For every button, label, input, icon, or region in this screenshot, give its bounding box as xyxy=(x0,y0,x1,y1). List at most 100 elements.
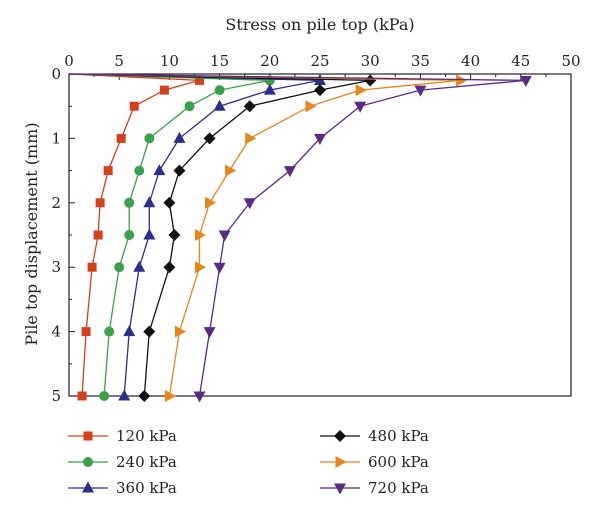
x-tick-label: 25 xyxy=(310,52,329,70)
data-point xyxy=(174,325,186,338)
data-point xyxy=(195,75,205,85)
data-point xyxy=(87,262,97,272)
data-point xyxy=(143,325,156,338)
x-axis: 0 5 10 15 20 25 30 35 40 45 50 xyxy=(64,52,581,80)
x-tick-label: 10 xyxy=(160,52,179,70)
data-point xyxy=(243,198,256,210)
y-axis: 0 1 2 3 4 5 xyxy=(51,65,75,405)
data-point xyxy=(173,164,186,177)
data-point xyxy=(414,85,427,97)
data-point xyxy=(143,228,156,240)
x-tick-label: 0 xyxy=(64,52,74,70)
legend-item: 360 kPa xyxy=(68,479,177,497)
data-point xyxy=(153,164,166,176)
data-point xyxy=(103,166,113,176)
data-point xyxy=(129,101,139,111)
legend-item: 120 kPa xyxy=(68,427,177,445)
x-tick-label: 40 xyxy=(461,52,480,70)
data-point xyxy=(456,74,468,87)
legend-marker xyxy=(82,481,94,493)
x-tick-label: 20 xyxy=(260,52,279,70)
data-point xyxy=(355,84,367,97)
series-600-kpa xyxy=(68,73,468,402)
x-tick-label: 15 xyxy=(210,52,229,70)
y-tick-label: 1 xyxy=(51,129,61,147)
data-point xyxy=(195,229,207,241)
data-point xyxy=(225,164,237,177)
data-point xyxy=(283,166,296,178)
legend-label: 720 kPa xyxy=(368,479,429,497)
legend-marker xyxy=(83,457,93,467)
legend-item: 480 kPa xyxy=(320,427,429,445)
legend-label: 600 kPa xyxy=(368,453,429,471)
legend: 120 kPa 240 kPa 360 kPa 480 kPa 600 kPa 720 k… xyxy=(68,427,429,497)
y-axis-title: Pile top displacement (mm) xyxy=(22,122,41,345)
data-point xyxy=(123,325,136,337)
data-point xyxy=(114,262,125,273)
data-point xyxy=(81,327,91,337)
legend-marker xyxy=(335,456,347,468)
data-point xyxy=(104,326,115,337)
series-480-kpa xyxy=(68,73,377,402)
data-point xyxy=(243,100,256,113)
data-point xyxy=(144,133,155,144)
data-point xyxy=(205,196,217,209)
data-point xyxy=(159,85,169,95)
data-point xyxy=(203,327,216,339)
legend-label: 480 kPa xyxy=(368,427,429,445)
y-tick-label: 4 xyxy=(51,323,61,341)
data-point xyxy=(124,230,135,240)
data-point xyxy=(364,74,377,87)
y-tick-label: 0 xyxy=(51,65,61,83)
data-point xyxy=(193,391,206,403)
x-tick-label: 5 xyxy=(114,52,124,70)
legend-label: 120 kPa xyxy=(116,427,177,445)
series-120-kpa xyxy=(68,73,205,401)
legend-item: 240 kPa xyxy=(68,453,177,471)
series-360-kpa xyxy=(68,73,326,401)
legend-marker xyxy=(83,431,93,441)
x-axis-title: Stress on pile top (kPa) xyxy=(225,15,414,34)
data-point xyxy=(118,389,131,401)
x-tick-label: 45 xyxy=(511,52,530,70)
data-point xyxy=(77,391,87,401)
y-tick-label: 2 xyxy=(51,194,61,212)
data-point xyxy=(163,261,176,274)
data-point xyxy=(184,101,195,112)
data-point xyxy=(263,83,276,95)
data-point xyxy=(218,230,231,242)
data-point xyxy=(213,262,226,274)
data-point xyxy=(203,132,216,145)
data-point xyxy=(133,260,146,272)
data-point xyxy=(314,133,326,145)
data-point xyxy=(163,196,176,209)
data-point xyxy=(245,132,257,145)
legend-marker xyxy=(334,483,346,495)
data-point xyxy=(214,85,225,96)
data-point xyxy=(124,197,135,208)
x-tick-label: 35 xyxy=(411,52,430,70)
series-720-kpa xyxy=(68,73,532,403)
data-point xyxy=(168,229,181,241)
series-layer xyxy=(68,73,532,403)
legend-label: 240 kPa xyxy=(116,453,177,471)
y-tick-label: 3 xyxy=(51,258,61,276)
data-point xyxy=(138,390,151,402)
series-line xyxy=(68,73,371,397)
data-point xyxy=(195,261,207,274)
data-point xyxy=(95,198,105,208)
data-point xyxy=(173,131,186,143)
data-point xyxy=(314,84,326,97)
legend-item: 600 kPa xyxy=(320,453,429,471)
legend-marker xyxy=(334,430,346,442)
data-point xyxy=(354,101,367,113)
data-point xyxy=(99,391,110,401)
x-tick-label: 30 xyxy=(361,52,380,70)
legend-item: 720 kPa xyxy=(320,479,429,497)
data-point xyxy=(305,100,317,113)
data-point xyxy=(213,99,226,111)
y-tick-label: 5 xyxy=(51,387,61,405)
data-point xyxy=(164,390,176,402)
data-point xyxy=(143,196,156,208)
